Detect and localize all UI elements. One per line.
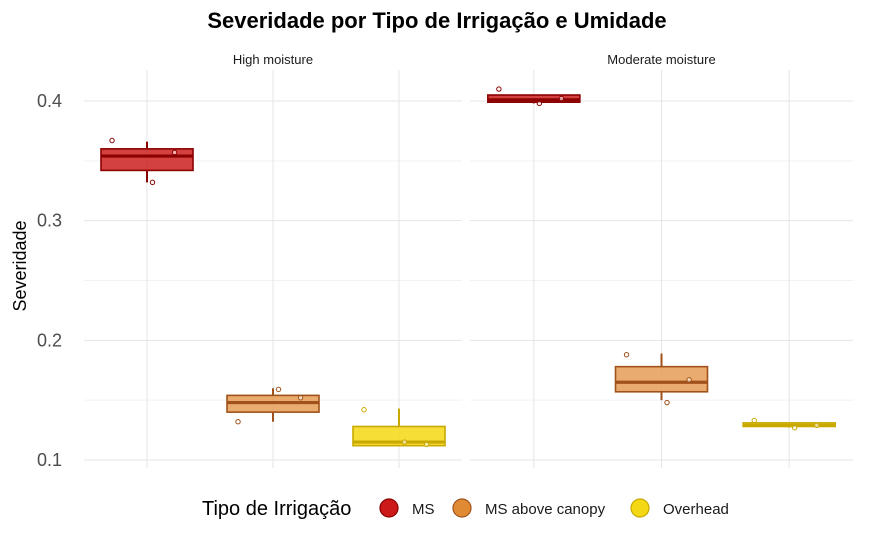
box-iqr — [614, 365, 709, 393]
box-ms — [487, 86, 581, 107]
y-tick-label: 0.2 — [37, 330, 62, 350]
box-iqr — [100, 148, 194, 172]
data-point — [496, 86, 502, 92]
legend: Tipo de Irrigação MS MS above canopy Overh… — [202, 498, 729, 520]
box-ms-above-canopy — [226, 386, 320, 425]
data-point — [664, 399, 670, 406]
y-tick-label: 0.3 — [37, 211, 62, 231]
data-point — [814, 422, 820, 428]
box-overhead — [352, 407, 446, 448]
data-point — [275, 386, 282, 393]
box-ms — [100, 137, 194, 186]
data-point — [686, 377, 692, 383]
data-point — [361, 407, 367, 413]
data-point — [401, 439, 408, 445]
legend-label: MS — [412, 501, 435, 518]
box-overhead — [742, 417, 836, 431]
legend-item-overhead: Overhead — [630, 498, 729, 518]
facet-panel-moderate-moisture: Moderate moisture — [470, 52, 853, 468]
box-ms-above-canopy — [614, 351, 709, 406]
legend-swatch — [630, 498, 650, 518]
y-tick-label: 0.1 — [37, 450, 62, 470]
legend-swatch — [379, 498, 399, 518]
data-point — [423, 441, 430, 448]
data-point — [235, 419, 241, 425]
legend-label: MS above canopy — [485, 501, 606, 518]
data-point — [149, 179, 156, 186]
data-point — [623, 351, 630, 358]
data-point — [297, 395, 304, 401]
data-point — [171, 149, 178, 156]
data-point — [109, 137, 115, 144]
data-point — [751, 417, 757, 424]
legend-label: Overhead — [663, 501, 729, 518]
facet-label: High moisture — [233, 52, 313, 67]
data-point — [558, 95, 565, 102]
facet-panel-high-moisture: High moisture — [84, 52, 462, 468]
data-point — [536, 100, 543, 107]
legend-swatch — [452, 498, 472, 518]
y-axis-title: Severidade — [10, 220, 30, 311]
data-point — [791, 424, 798, 431]
chart-title: Severidade por Tipo de Irrigação e Umida… — [207, 8, 666, 33]
facet-label: Moderate moisture — [607, 52, 715, 67]
legend-item-ms-above-canopy: MS above canopy — [452, 498, 606, 518]
y-axis-ticks: 0.1 0.2 0.3 0.4 — [37, 91, 62, 470]
legend-title: Tipo de Irrigação — [202, 498, 351, 520]
legend-item-ms: MS — [379, 498, 435, 518]
y-tick-label: 0.4 — [37, 91, 62, 111]
